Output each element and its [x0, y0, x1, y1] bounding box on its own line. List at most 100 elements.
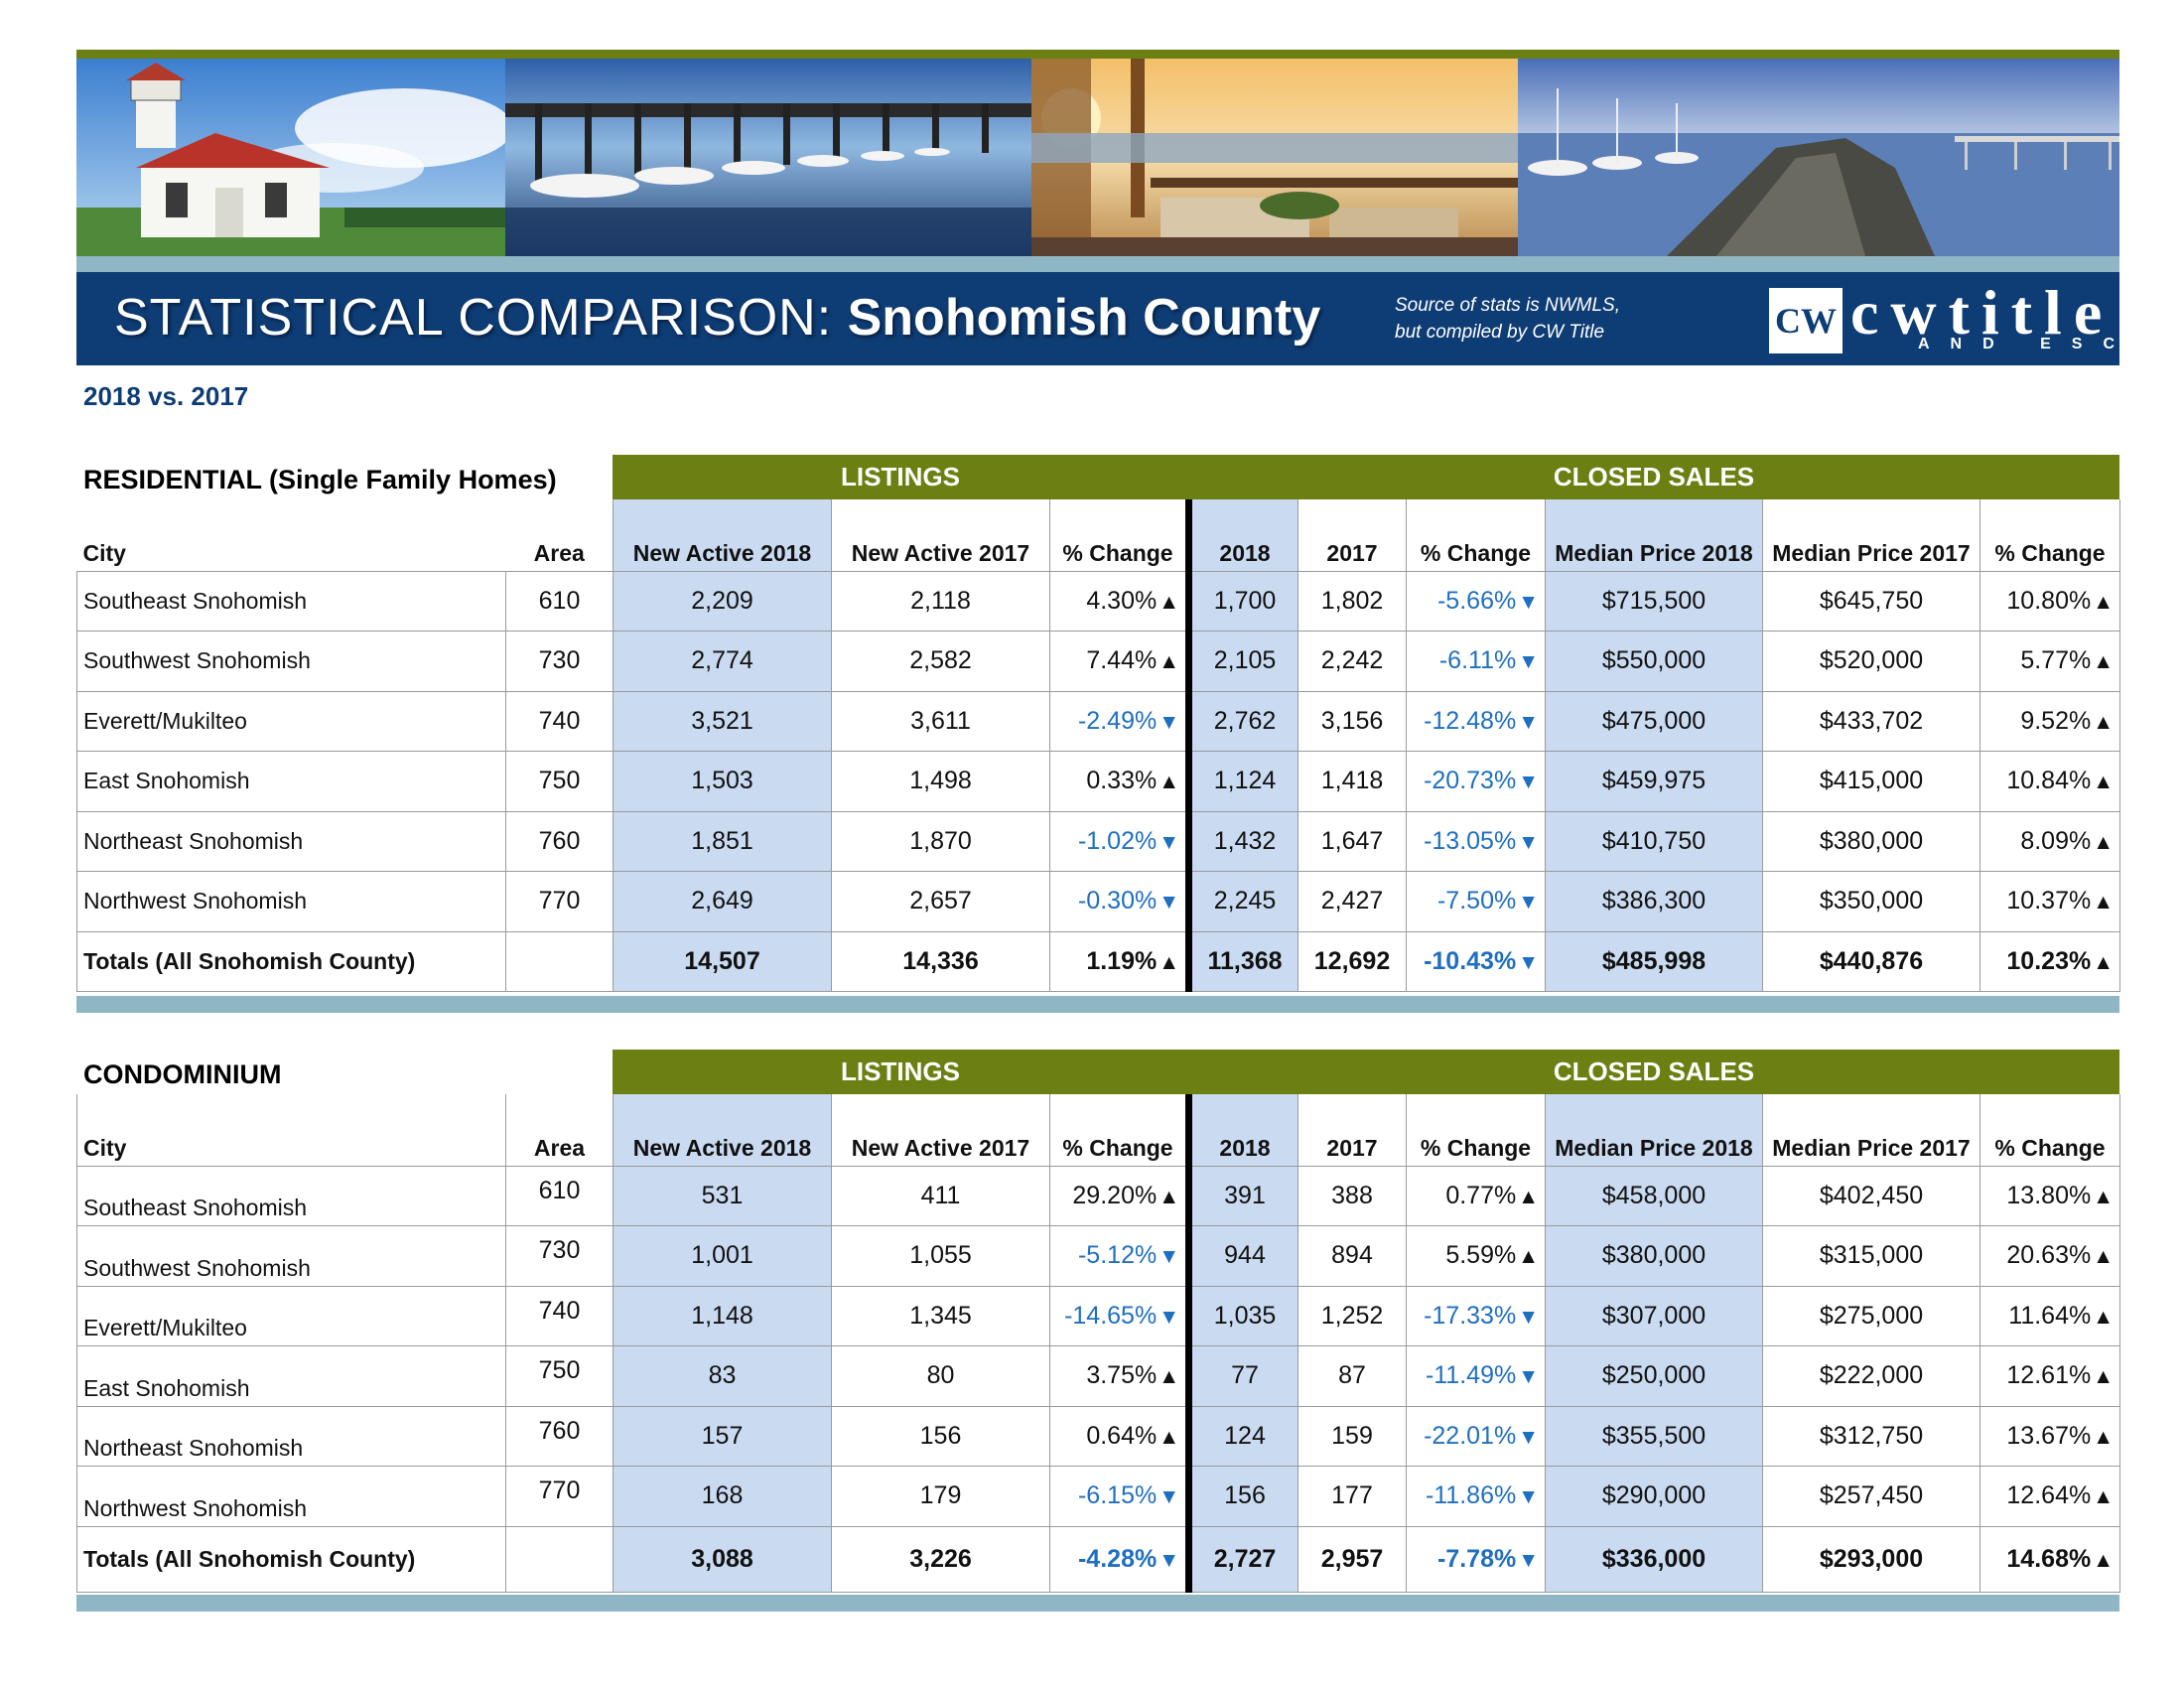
- area-cell: 750: [505, 751, 614, 812]
- closed-2018-cell: 1,035: [1185, 1285, 1298, 1346]
- new-active-2018-cell: 3,521: [613, 690, 832, 752]
- closed-change-cell: -22.01%▼: [1406, 1405, 1546, 1467]
- table-row: Everett/Mukilteo 740 3,521 3,611 -2.49%▼ 2,76…: [76, 690, 2120, 752]
- table-header-row: City Area New Active 2018 New Active 2017% …: [77, 499, 2120, 572]
- cw-title-logo: CW cwtitle AND ESCROW: [1769, 277, 2184, 357]
- listings-change-cell: -2.49%▼: [1049, 690, 1189, 752]
- up-arrow-icon: ▲: [2093, 950, 2114, 974]
- marina-pier-photo: [505, 59, 1031, 256]
- up-arrow-icon: ▲: [2093, 771, 2114, 794]
- closed-change-cell: -11.86%▼: [1406, 1466, 1546, 1527]
- table-header-row: City Area New Active 2018 New Active 2017% …: [76, 1094, 2120, 1167]
- closed-2017-cell: 3,156: [1297, 690, 1407, 752]
- median-2017-cell: $257,450: [1762, 1466, 1980, 1527]
- closed-2018-cell: 77: [1185, 1345, 1298, 1407]
- residential-section: RESIDENTIAL (Single Family Homes) LISTIN…: [76, 455, 2120, 1013]
- new-active-2017-cell: 14,336: [831, 930, 1050, 992]
- closed-change-cell-value: -7.50%: [1436, 887, 1517, 915]
- new-active-2017-cell: 2,657: [831, 871, 1050, 932]
- up-arrow-icon: ▲: [2093, 1425, 2114, 1449]
- up-arrow-icon: ▲: [1518, 1245, 1539, 1269]
- condominium-section: CONDOMINIUM LISTINGS CLOSED SALES City Ar…: [76, 1050, 2120, 1618]
- closed-change-cell-value: -6.11%: [1438, 646, 1517, 675]
- median-2018-cell: $410,750: [1545, 810, 1763, 872]
- new-active-2018-cell: 168: [613, 1466, 832, 1527]
- closed-2018-cell: 11,368: [1185, 930, 1298, 992]
- new-active-2018-cell: 2,209: [613, 570, 832, 632]
- closed-2018-cell: 2,105: [1185, 631, 1298, 692]
- listings-change-cell-value: -6.15%: [1077, 1481, 1158, 1510]
- down-arrow-icon: ▼: [1518, 1365, 1539, 1389]
- col-new-active-2017-header: New Active 2017: [831, 499, 1050, 572]
- down-arrow-icon: ▼: [1518, 590, 1539, 614]
- median-2017-cell: $312,750: [1762, 1405, 1980, 1467]
- up-arrow-icon: ▲: [2093, 1245, 2114, 1269]
- header-photo-strip: [76, 59, 2119, 256]
- condominium-table: City Area New Active 2018 New Active 2017% …: [76, 1094, 2120, 1593]
- listings-change-cell: 0.64%▲: [1049, 1405, 1189, 1467]
- closed-change-cell: -13.05%▼: [1406, 810, 1546, 872]
- median-2017-cell: $415,000: [1762, 751, 1980, 812]
- down-arrow-icon: ▼: [1159, 891, 1179, 914]
- median-2018-cell: $250,000: [1545, 1345, 1763, 1407]
- new-active-2018-cell: 2,774: [613, 631, 832, 692]
- down-arrow-icon: ▼: [1159, 830, 1179, 854]
- table-row: Southeast Snohomish 610 2,209 2,118 4.30%▲ 1,…: [76, 570, 2120, 632]
- down-arrow-icon: ▼: [1518, 1425, 1539, 1449]
- col-closed-2018-header: 2018: [1185, 1094, 1298, 1167]
- up-arrow-icon: ▲: [1159, 1185, 1179, 1208]
- closed-2017-cell: 177: [1297, 1466, 1407, 1527]
- closed-2018-cell: 1,124: [1185, 751, 1298, 812]
- new-active-2018-cell: 2,649: [613, 871, 832, 932]
- median-2018-cell: $458,000: [1545, 1165, 1763, 1226]
- breakwater-marina-photo: [1518, 59, 2119, 256]
- city-cell: Southwest Snohomish: [76, 1225, 506, 1287]
- listings-change-cell-value: -14.65%: [1064, 1301, 1158, 1330]
- new-active-2017-cell: 156: [831, 1405, 1050, 1467]
- new-active-2018-cell: 1,148: [613, 1285, 832, 1346]
- closed-change-cell: -10.43%▼: [1406, 930, 1546, 992]
- logo-wordmark: cwtitle: [1850, 277, 2115, 348]
- new-active-2017-cell: 3,611: [831, 690, 1050, 752]
- table-row: Southwest Snohomish 730 1,001 1,055 -5.12%▼ 9…: [76, 1225, 2120, 1287]
- new-active-2017-cell: 2,118: [831, 570, 1050, 632]
- closed-2017-cell: 2,427: [1297, 871, 1407, 932]
- listings-change-cell: 4.30%▲: [1049, 570, 1189, 632]
- median-2017-cell: $440,876: [1762, 930, 1980, 992]
- median-2017-cell: $315,000: [1762, 1225, 1980, 1287]
- listings-change-cell-value: -0.30%: [1077, 887, 1158, 915]
- closed-2018-cell: 1,700: [1185, 570, 1298, 632]
- down-arrow-icon: ▼: [1159, 1485, 1179, 1509]
- area-cell: 760: [505, 1405, 614, 1467]
- closed-change-cell: -6.11%▼: [1406, 631, 1546, 692]
- closed-sales-group-header: CLOSED SALES: [1188, 455, 2119, 499]
- closed-2018-cell: 391: [1185, 1165, 1298, 1226]
- down-arrow-icon: ▼: [1518, 830, 1539, 854]
- col-closed-2018-header: 2018: [1185, 499, 1298, 572]
- totals-row: Totals (All Snohomish County) 3,088 3,226-…: [76, 1525, 2120, 1593]
- closed-change-cell: -7.50%▼: [1406, 871, 1546, 932]
- down-arrow-icon: ▼: [1159, 1305, 1179, 1329]
- closed-2018-cell: 2,245: [1185, 871, 1298, 932]
- median-change-cell: 20.63%▲: [1979, 1225, 2120, 1287]
- col-new-active-2017-header: New Active 2017: [831, 1094, 1050, 1167]
- median-change-cell-value: 9.52%: [2020, 706, 2092, 735]
- closed-change-cell: -20.73%▼: [1406, 751, 1546, 812]
- new-active-2017-cell: 1,055: [831, 1225, 1050, 1287]
- up-arrow-icon: ▲: [2093, 1365, 2114, 1389]
- condominium-bottom-band: [76, 1595, 2119, 1612]
- listings-change-cell-value: -1.02%: [1077, 826, 1158, 855]
- new-active-2017-cell: 411: [831, 1165, 1050, 1226]
- area-cell: 730: [505, 1225, 614, 1287]
- listings-change-cell: -14.65%▼: [1049, 1285, 1189, 1346]
- title-bold-part: Snohomish County: [847, 289, 1321, 347]
- median-2018-cell: $355,500: [1545, 1405, 1763, 1467]
- new-active-2018-cell: 14,507: [613, 930, 832, 992]
- median-2018-cell: $475,000: [1545, 690, 1763, 752]
- median-change-cell: 12.61%▲: [1979, 1345, 2120, 1407]
- source-line-2: but compiled by CW Title: [1395, 322, 1605, 343]
- city-cell: Northeast Snohomish: [76, 810, 506, 872]
- city-cell: Totals (All Snohomish County): [76, 930, 506, 992]
- closed-change-cell-value: -7.78%: [1436, 1544, 1517, 1573]
- area-cell: 740: [505, 690, 614, 752]
